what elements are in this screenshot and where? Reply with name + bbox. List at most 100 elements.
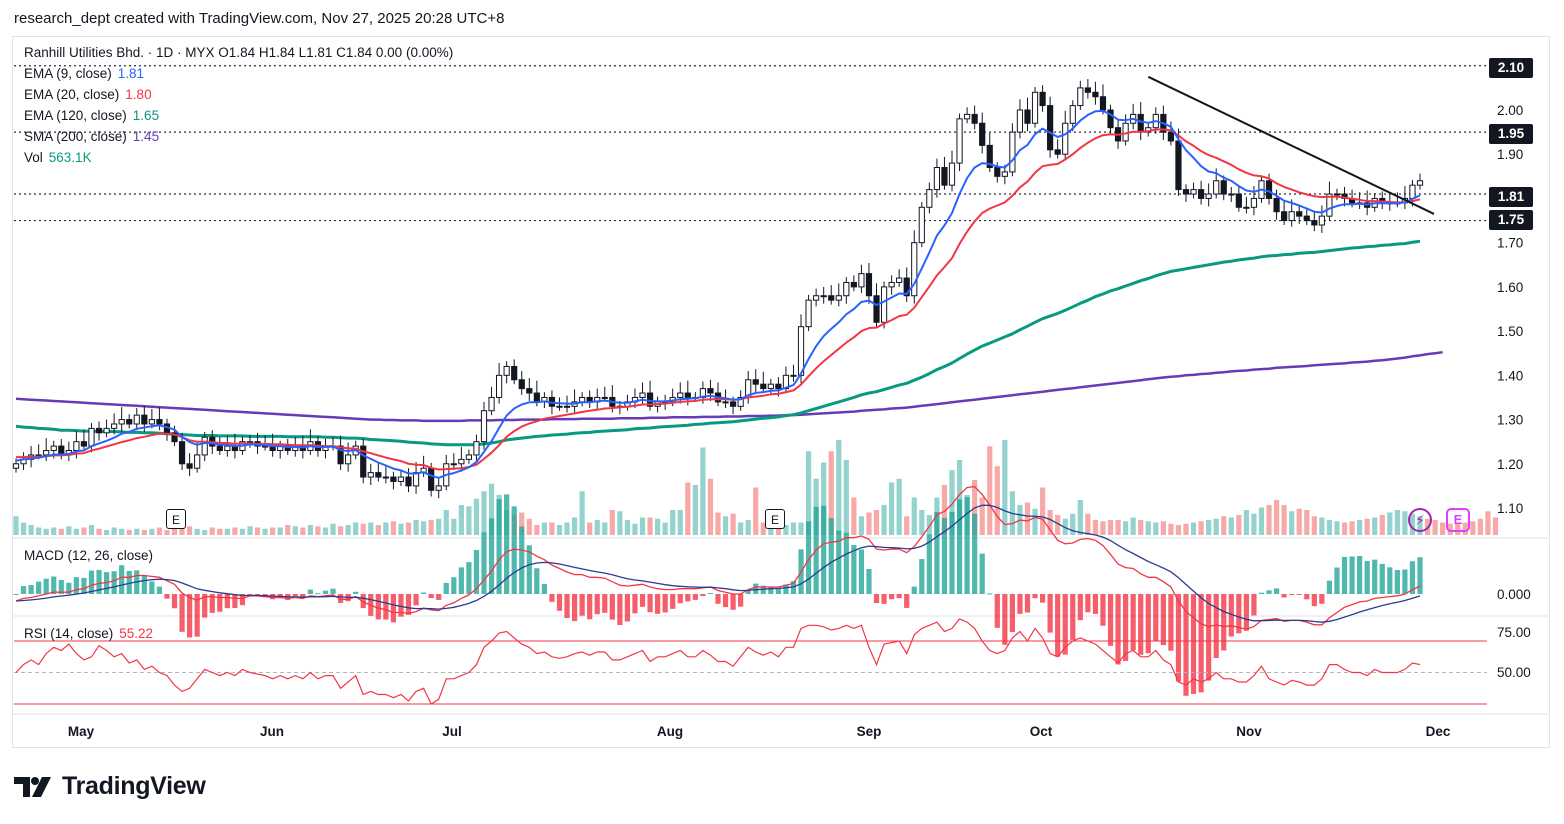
macd-histogram-bar [1032,594,1038,599]
candle-up [1318,215,1325,226]
candle-down [752,379,759,385]
macd-histogram-bar [171,594,178,609]
event-e-icon[interactable]: E [1446,508,1470,532]
earnings-marker[interactable]: E [166,509,186,529]
macd-histogram-bar [187,594,193,638]
volume-bar [994,466,1000,535]
macd-histogram-bar [1017,594,1023,614]
volume-bar [179,527,185,535]
candle-up [858,273,865,288]
legend-sma200[interactable]: SMA (200, close) 1.45 [24,129,159,144]
symbol-ohlc: Ranhill Utilities Bhd. · 1D · MYX O1.84 … [24,45,454,60]
candle-up [880,286,888,323]
volume-bar [1032,508,1038,535]
volume-bar [126,530,132,535]
macd-histogram-bar [1175,594,1182,682]
volume-bar [156,527,163,535]
macd-histogram-bar [1039,594,1046,603]
macd-histogram-bar [1357,556,1363,594]
volume-bar [534,525,540,535]
legend-rsi[interactable]: RSI (14, close) 55.22 [24,626,153,641]
volume-bar [745,520,751,535]
candle-down [171,432,178,443]
volume-bar [911,497,917,535]
volume-bar [88,525,95,535]
macd-histogram-bar [722,594,729,608]
macd-histogram-bar [1409,561,1416,594]
volume-bar [20,522,27,535]
candle-up [1190,189,1197,195]
volume-bar [519,512,525,535]
candle-down [994,166,1001,177]
candle-down [390,476,397,482]
vol-value: 563.1K [48,150,92,165]
macd-histogram-bar [1394,569,1400,594]
volume-bar [436,518,442,535]
candle-up [956,118,963,164]
candle-down [1281,211,1288,222]
candle-up [805,299,812,328]
volume-bar [149,528,155,535]
macd-histogram-bar [1341,556,1348,594]
volume-bar [738,522,744,535]
candle-up [1228,193,1235,196]
volume-bar [1077,500,1083,535]
volume-bar [390,521,397,535]
candle-down [405,476,412,487]
chart-frame[interactable] [12,36,1550,748]
macd-histogram-bar [1153,594,1159,642]
candle-up [224,445,231,452]
volume-bar [1341,522,1348,535]
candle-up [111,423,118,429]
macd-histogram-bar [556,594,563,611]
macd-histogram-bar [322,590,329,594]
candle-up [450,463,457,466]
macd-histogram-bar [1009,594,1015,633]
earnings-marker[interactable]: E [765,509,785,529]
volume-bar [896,478,902,535]
price-badge: 1.75 [1489,210,1533,230]
legend-ema9[interactable]: EMA (9, close) 1.81 [24,66,144,81]
macd-histogram-bar [617,594,623,626]
legend-ema20[interactable]: EMA (20, close) 1.80 [24,87,152,102]
ema20-line [16,128,1421,471]
candle-up [1069,105,1076,124]
legend-volume[interactable]: Vol 563.1K [24,150,92,165]
volume-bar [632,523,638,535]
candle-up [948,162,956,186]
macd-histogram-bar [949,511,955,594]
volume-bar [13,516,19,535]
macd-histogram-bar [149,581,155,594]
candle-up [1416,180,1424,186]
candle-up [367,472,374,478]
volume-bar [639,517,646,535]
candle-up [1077,87,1084,107]
macd-histogram-bar [919,559,925,594]
x-tick-label: Jul [442,724,462,739]
candle-up [73,441,80,452]
candle-down [760,383,767,390]
legend-ema120[interactable]: EMA (120, close) 1.65 [24,108,159,123]
volume-bar [956,460,963,535]
candle-up [563,405,571,408]
candle-up [148,419,155,425]
volume-bar [466,506,472,535]
candle-down [511,365,518,381]
macd-histogram-bar [126,570,132,594]
candle-down [828,295,835,301]
lightning-icon[interactable]: ⚡ [1408,508,1432,532]
macd-histogram-bar [1077,594,1083,621]
legend-macd[interactable]: MACD (12, 26, close) [24,548,153,563]
volume-bar [760,522,766,535]
volume-bar [277,527,283,535]
macd-histogram-bar [1002,594,1008,645]
macd-histogram-bar [926,534,932,594]
candle-down [971,113,978,124]
volume-bar [1394,510,1400,535]
candle-down [873,295,880,323]
macd-histogram-bar [1115,594,1121,665]
volume-bar [1055,515,1061,535]
macd-histogram-bar [1296,594,1302,595]
macd-histogram-bar [753,583,759,594]
